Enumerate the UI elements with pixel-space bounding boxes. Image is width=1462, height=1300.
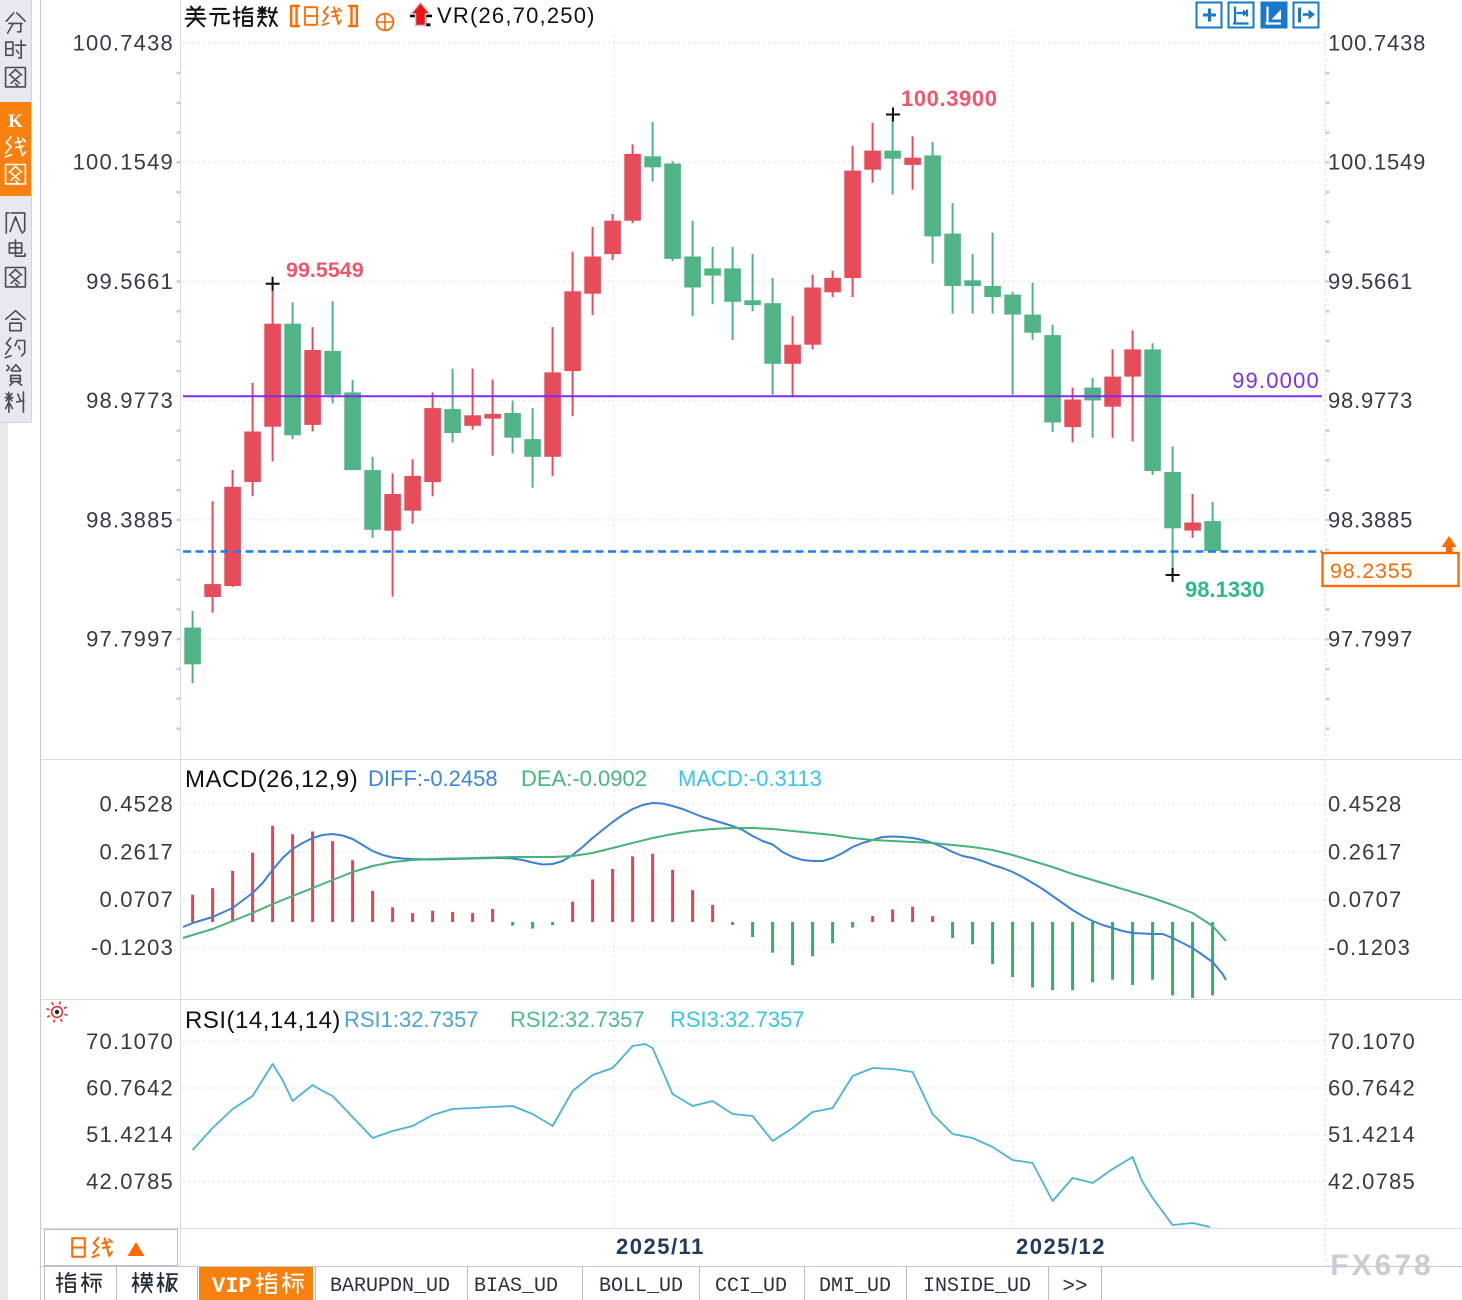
svg-text:70.1070: 70.1070 bbox=[1328, 1029, 1416, 1054]
svg-text:BOLL_UD: BOLL_UD bbox=[599, 1275, 683, 1298]
svg-text:98.1330: 98.1330 bbox=[1185, 577, 1265, 602]
svg-text:98.3885: 98.3885 bbox=[1328, 507, 1413, 532]
svg-text:60.7642: 60.7642 bbox=[1328, 1076, 1416, 1101]
svg-text:-0.1203: -0.1203 bbox=[91, 935, 174, 960]
svg-text:97.7997: 97.7997 bbox=[1328, 627, 1413, 652]
svg-text:0.2617: 0.2617 bbox=[1328, 839, 1403, 864]
svg-text:BIAS_UD: BIAS_UD bbox=[474, 1275, 558, 1298]
svg-text:RSI3:32.7357: RSI3:32.7357 bbox=[670, 1007, 805, 1032]
svg-text:100.1549: 100.1549 bbox=[73, 150, 174, 175]
svg-text:2025/11: 2025/11 bbox=[616, 1234, 705, 1259]
svg-text:98.3885: 98.3885 bbox=[86, 507, 174, 532]
svg-text:DIFF:-0.2458: DIFF:-0.2458 bbox=[368, 766, 498, 791]
svg-text:100.7438: 100.7438 bbox=[1328, 31, 1426, 56]
svg-text:51.4214: 51.4214 bbox=[86, 1122, 174, 1147]
svg-text:98.9773: 98.9773 bbox=[1328, 388, 1413, 413]
svg-text:0.2617: 0.2617 bbox=[100, 839, 175, 864]
svg-text:98.9773: 98.9773 bbox=[86, 388, 174, 413]
svg-text:99.5661: 99.5661 bbox=[86, 269, 174, 294]
svg-text:99.5549: 99.5549 bbox=[286, 258, 364, 282]
svg-text:INSIDE_UD: INSIDE_UD bbox=[923, 1275, 1031, 1298]
svg-text:MACD:-0.3113: MACD:-0.3113 bbox=[678, 766, 822, 791]
svg-text:98.2355: 98.2355 bbox=[1330, 559, 1413, 583]
svg-text:100.7438: 100.7438 bbox=[73, 31, 174, 56]
svg-text:>>: >> bbox=[1062, 1276, 1087, 1299]
svg-text:100.3900: 100.3900 bbox=[901, 86, 998, 111]
svg-text:CCI_UD: CCI_UD bbox=[715, 1275, 787, 1298]
svg-text:42.0785: 42.0785 bbox=[86, 1169, 174, 1194]
svg-text:FX678: FX678 bbox=[1330, 1249, 1433, 1282]
svg-text:RSI2:32.7357: RSI2:32.7357 bbox=[510, 1007, 645, 1032]
svg-text:VIP: VIP bbox=[212, 1274, 252, 1299]
svg-text:RSI(14,14,14): RSI(14,14,14) bbox=[185, 1007, 341, 1034]
svg-text:97.7997: 97.7997 bbox=[86, 627, 174, 652]
svg-text:2025/12: 2025/12 bbox=[1016, 1234, 1106, 1259]
svg-text:99.5661: 99.5661 bbox=[1328, 269, 1413, 294]
svg-text:60.7642: 60.7642 bbox=[86, 1076, 174, 1101]
svg-text:DMI_UD: DMI_UD bbox=[819, 1275, 891, 1298]
svg-text:70.1070: 70.1070 bbox=[86, 1029, 174, 1054]
svg-text:K: K bbox=[8, 111, 23, 132]
svg-text:BARUPDN_UD: BARUPDN_UD bbox=[330, 1275, 450, 1298]
svg-text:MACD(26,12,9): MACD(26,12,9) bbox=[185, 766, 358, 793]
svg-text:100.1549: 100.1549 bbox=[1328, 150, 1426, 175]
svg-text:99.0000: 99.0000 bbox=[1232, 368, 1320, 393]
svg-text:51.4214: 51.4214 bbox=[1328, 1122, 1416, 1147]
svg-text:0.0707: 0.0707 bbox=[100, 887, 175, 912]
svg-text:-0.1203: -0.1203 bbox=[1328, 935, 1411, 960]
svg-text:DEA:-0.0902: DEA:-0.0902 bbox=[521, 766, 647, 791]
svg-text:RSI1:32.7357: RSI1:32.7357 bbox=[344, 1007, 479, 1032]
svg-text:0.4528: 0.4528 bbox=[1328, 792, 1403, 817]
svg-text:0.0707: 0.0707 bbox=[1328, 887, 1403, 912]
svg-text:VR(26,70,250): VR(26,70,250) bbox=[437, 3, 596, 28]
svg-text:42.0785: 42.0785 bbox=[1328, 1169, 1416, 1194]
svg-text:0.4528: 0.4528 bbox=[100, 792, 175, 817]
